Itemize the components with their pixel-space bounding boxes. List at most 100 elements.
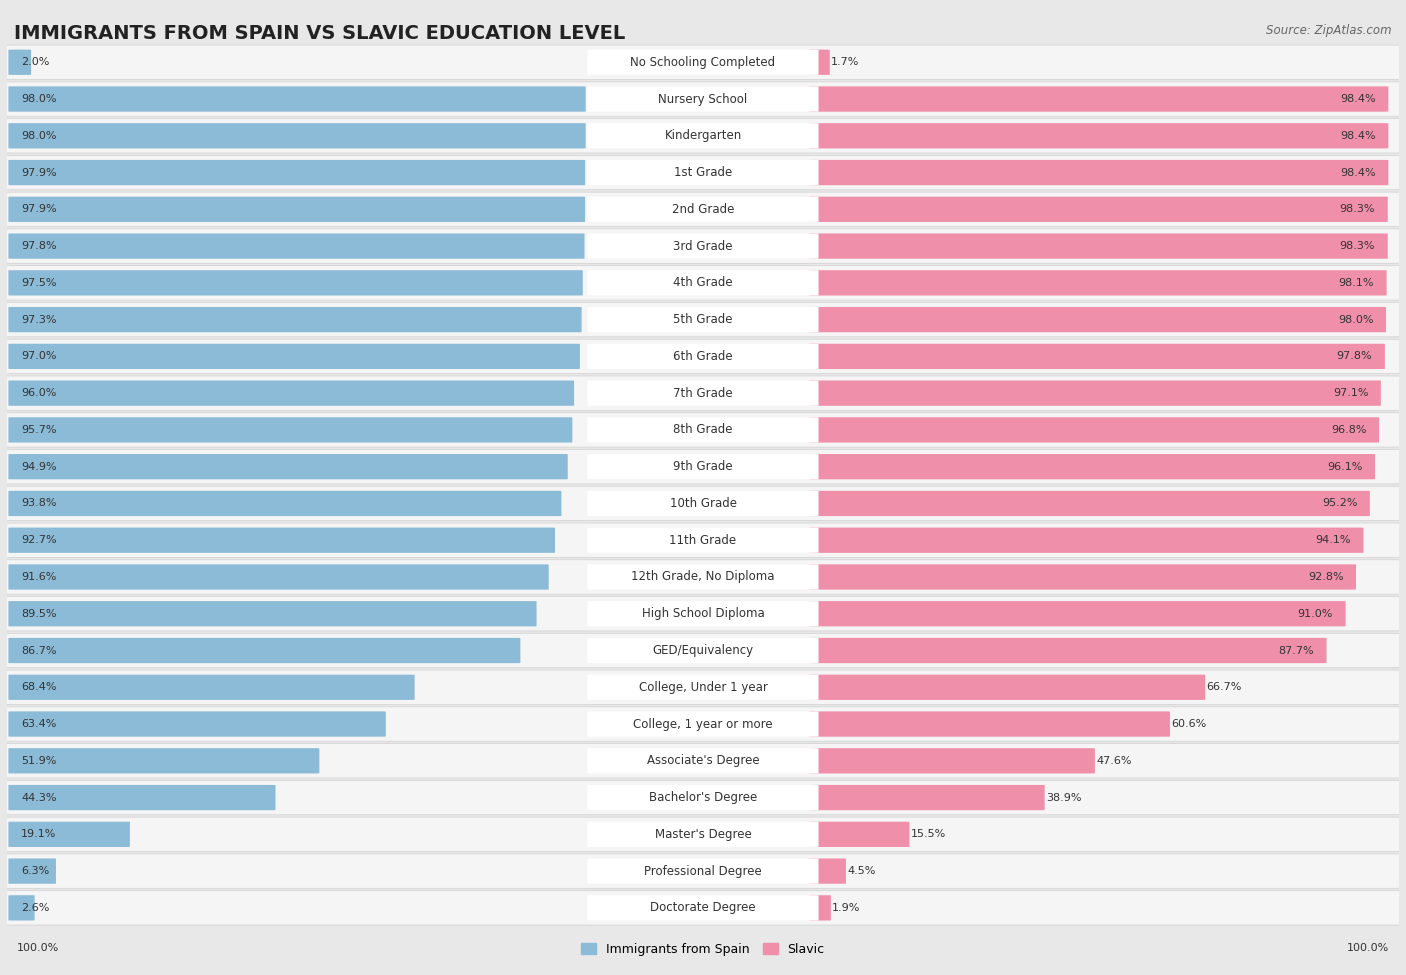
Text: 1.9%: 1.9%	[832, 903, 860, 913]
FancyBboxPatch shape	[3, 376, 1403, 410]
FancyBboxPatch shape	[3, 339, 1403, 373]
FancyBboxPatch shape	[588, 123, 818, 148]
Text: Bachelor's Degree: Bachelor's Degree	[650, 791, 756, 804]
FancyBboxPatch shape	[8, 675, 415, 700]
Text: 51.9%: 51.9%	[21, 756, 56, 765]
FancyBboxPatch shape	[3, 265, 1403, 300]
Text: 86.7%: 86.7%	[21, 645, 56, 655]
FancyBboxPatch shape	[808, 675, 1205, 700]
Text: 87.7%: 87.7%	[1278, 645, 1315, 655]
FancyBboxPatch shape	[808, 490, 1369, 516]
Text: 1.7%: 1.7%	[831, 58, 859, 67]
FancyBboxPatch shape	[3, 890, 1403, 925]
FancyBboxPatch shape	[8, 50, 31, 75]
FancyBboxPatch shape	[3, 560, 1403, 594]
Text: Nursery School: Nursery School	[658, 93, 748, 105]
FancyBboxPatch shape	[808, 895, 831, 920]
Text: IMMIGRANTS FROM SPAIN VS SLAVIC EDUCATION LEVEL: IMMIGRANTS FROM SPAIN VS SLAVIC EDUCATIO…	[14, 24, 626, 43]
FancyBboxPatch shape	[588, 712, 818, 737]
Text: 98.4%: 98.4%	[1340, 131, 1376, 140]
Text: 98.0%: 98.0%	[21, 94, 56, 104]
FancyBboxPatch shape	[8, 785, 276, 810]
FancyBboxPatch shape	[8, 233, 585, 258]
FancyBboxPatch shape	[8, 602, 537, 626]
Text: 89.5%: 89.5%	[21, 608, 56, 619]
FancyBboxPatch shape	[808, 454, 1375, 480]
FancyBboxPatch shape	[588, 454, 818, 480]
Text: 8th Grade: 8th Grade	[673, 423, 733, 437]
Text: 38.9%: 38.9%	[1046, 793, 1081, 802]
Text: 3rd Grade: 3rd Grade	[673, 240, 733, 253]
FancyBboxPatch shape	[808, 822, 910, 847]
Text: 98.4%: 98.4%	[1340, 168, 1376, 177]
FancyBboxPatch shape	[588, 565, 818, 590]
Text: 98.0%: 98.0%	[1339, 315, 1374, 325]
Text: Professional Degree: Professional Degree	[644, 865, 762, 878]
FancyBboxPatch shape	[8, 895, 35, 920]
Text: 6th Grade: 6th Grade	[673, 350, 733, 363]
FancyBboxPatch shape	[8, 307, 582, 332]
FancyBboxPatch shape	[3, 82, 1403, 116]
FancyBboxPatch shape	[8, 527, 555, 553]
FancyBboxPatch shape	[3, 155, 1403, 190]
FancyBboxPatch shape	[3, 780, 1403, 815]
FancyBboxPatch shape	[808, 602, 1346, 626]
FancyBboxPatch shape	[8, 160, 585, 185]
Text: 91.0%: 91.0%	[1298, 608, 1333, 619]
FancyBboxPatch shape	[808, 380, 1381, 406]
FancyBboxPatch shape	[808, 160, 1388, 185]
FancyBboxPatch shape	[808, 270, 1386, 295]
FancyBboxPatch shape	[808, 233, 1388, 258]
FancyBboxPatch shape	[8, 858, 56, 883]
Text: 98.0%: 98.0%	[21, 131, 56, 140]
FancyBboxPatch shape	[808, 858, 846, 883]
FancyBboxPatch shape	[808, 638, 1326, 663]
Text: 96.8%: 96.8%	[1331, 425, 1367, 435]
FancyBboxPatch shape	[588, 270, 818, 295]
FancyBboxPatch shape	[8, 380, 574, 406]
Text: 44.3%: 44.3%	[21, 793, 56, 802]
FancyBboxPatch shape	[8, 748, 319, 773]
FancyBboxPatch shape	[8, 123, 586, 148]
Text: 5th Grade: 5th Grade	[673, 313, 733, 326]
Text: Master's Degree: Master's Degree	[655, 828, 751, 840]
FancyBboxPatch shape	[3, 45, 1403, 80]
Text: 60.6%: 60.6%	[1171, 719, 1206, 729]
FancyBboxPatch shape	[3, 523, 1403, 558]
FancyBboxPatch shape	[808, 527, 1364, 553]
Text: 92.8%: 92.8%	[1308, 572, 1344, 582]
FancyBboxPatch shape	[808, 123, 1388, 148]
Text: 98.1%: 98.1%	[1339, 278, 1374, 288]
FancyBboxPatch shape	[588, 380, 818, 406]
Text: 98.3%: 98.3%	[1340, 241, 1375, 252]
FancyBboxPatch shape	[3, 597, 1403, 631]
FancyBboxPatch shape	[588, 87, 818, 111]
FancyBboxPatch shape	[808, 785, 1045, 810]
Text: 97.1%: 97.1%	[1333, 388, 1368, 398]
FancyBboxPatch shape	[808, 197, 1388, 222]
FancyBboxPatch shape	[588, 307, 818, 332]
FancyBboxPatch shape	[8, 454, 568, 480]
Text: 11th Grade: 11th Grade	[669, 533, 737, 547]
Text: 97.9%: 97.9%	[21, 205, 56, 214]
FancyBboxPatch shape	[3, 192, 1403, 226]
FancyBboxPatch shape	[8, 490, 561, 516]
FancyBboxPatch shape	[808, 307, 1386, 332]
FancyBboxPatch shape	[3, 302, 1403, 336]
FancyBboxPatch shape	[588, 675, 818, 700]
FancyBboxPatch shape	[588, 50, 818, 75]
FancyBboxPatch shape	[8, 270, 582, 295]
Text: College, 1 year or more: College, 1 year or more	[633, 718, 773, 730]
FancyBboxPatch shape	[808, 712, 1170, 737]
Text: 95.2%: 95.2%	[1322, 498, 1357, 508]
Text: 95.7%: 95.7%	[21, 425, 56, 435]
Text: 6.3%: 6.3%	[21, 866, 49, 877]
FancyBboxPatch shape	[588, 638, 818, 663]
Text: 92.7%: 92.7%	[21, 535, 56, 545]
Text: 4.5%: 4.5%	[848, 866, 876, 877]
Text: 97.9%: 97.9%	[21, 168, 56, 177]
Text: 97.8%: 97.8%	[1337, 351, 1372, 362]
Text: 2.0%: 2.0%	[21, 58, 49, 67]
FancyBboxPatch shape	[3, 487, 1403, 521]
FancyBboxPatch shape	[588, 417, 818, 443]
